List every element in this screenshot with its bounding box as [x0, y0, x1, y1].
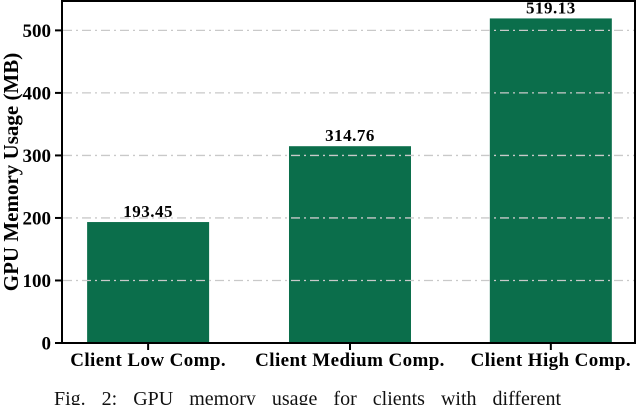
bar [87, 222, 210, 343]
x-tick-label: Client High Comp. [471, 350, 631, 371]
plot-frame [61, 0, 636, 344]
bar-value-label: 519.13 [526, 0, 576, 17]
y-tick-label: 200 [23, 208, 52, 229]
bar-value-label: 314.76 [325, 126, 375, 145]
x-tick-label: Client Medium Comp. [255, 350, 445, 371]
bar [288, 146, 411, 343]
y-tick-label: 400 [23, 83, 52, 104]
y-tick-label: 100 [23, 271, 52, 292]
figure-caption: Fig. 2: GPU memory usage for clients wit… [54, 388, 562, 405]
y-axis-title: GPU Memory Usage (MB) [0, 53, 23, 292]
y-tick-label: 500 [23, 21, 52, 42]
bar-value-label: 193.45 [123, 202, 173, 221]
y-tick-label: 300 [23, 146, 52, 167]
y-tick-label: 0 [42, 334, 52, 355]
bar [489, 18, 612, 344]
x-tick-label: Client Low Comp. [70, 350, 226, 371]
